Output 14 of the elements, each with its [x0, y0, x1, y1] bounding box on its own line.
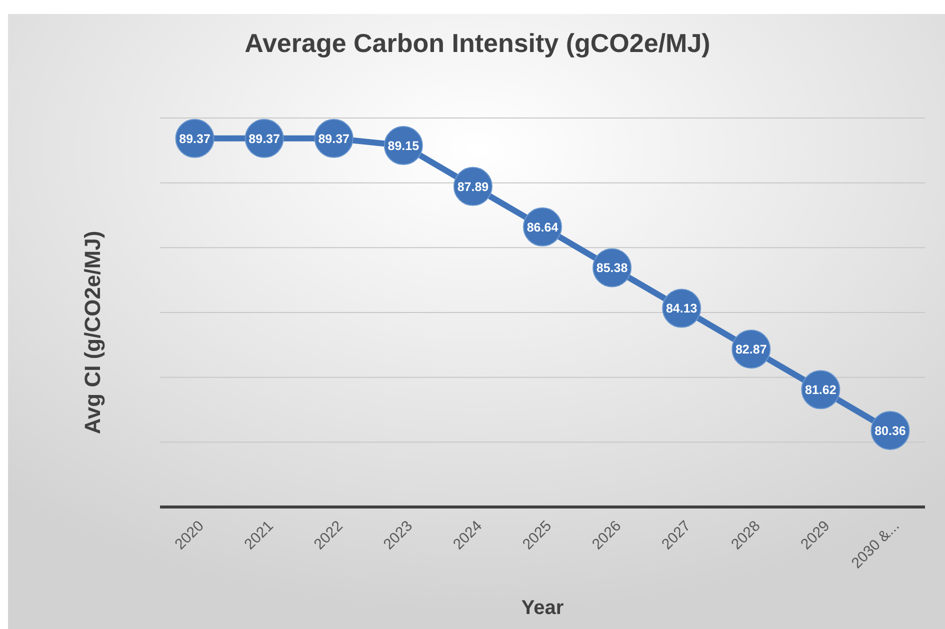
data-label: 80.36 [874, 424, 906, 438]
data-label: 89.37 [318, 132, 350, 146]
data-label: 85.38 [596, 261, 628, 276]
data-label: 89.15 [388, 138, 420, 153]
data-label: 81.62 [805, 383, 836, 398]
x-axis-title: Year [521, 597, 564, 619]
data-label: 89.37 [248, 132, 280, 146]
data-label: 87.89 [457, 180, 489, 194]
data-label: 84.13 [666, 302, 698, 316]
chart-title: Average Carbon Intensity (gCO2e/MJ) [244, 28, 710, 58]
y-axis-title: Avg CI (g/CO2e/MJ) [80, 230, 105, 434]
data-label: 86.64 [526, 220, 558, 234]
data-label: 82.87 [735, 342, 767, 357]
data-label: 89.37 [179, 132, 210, 146]
